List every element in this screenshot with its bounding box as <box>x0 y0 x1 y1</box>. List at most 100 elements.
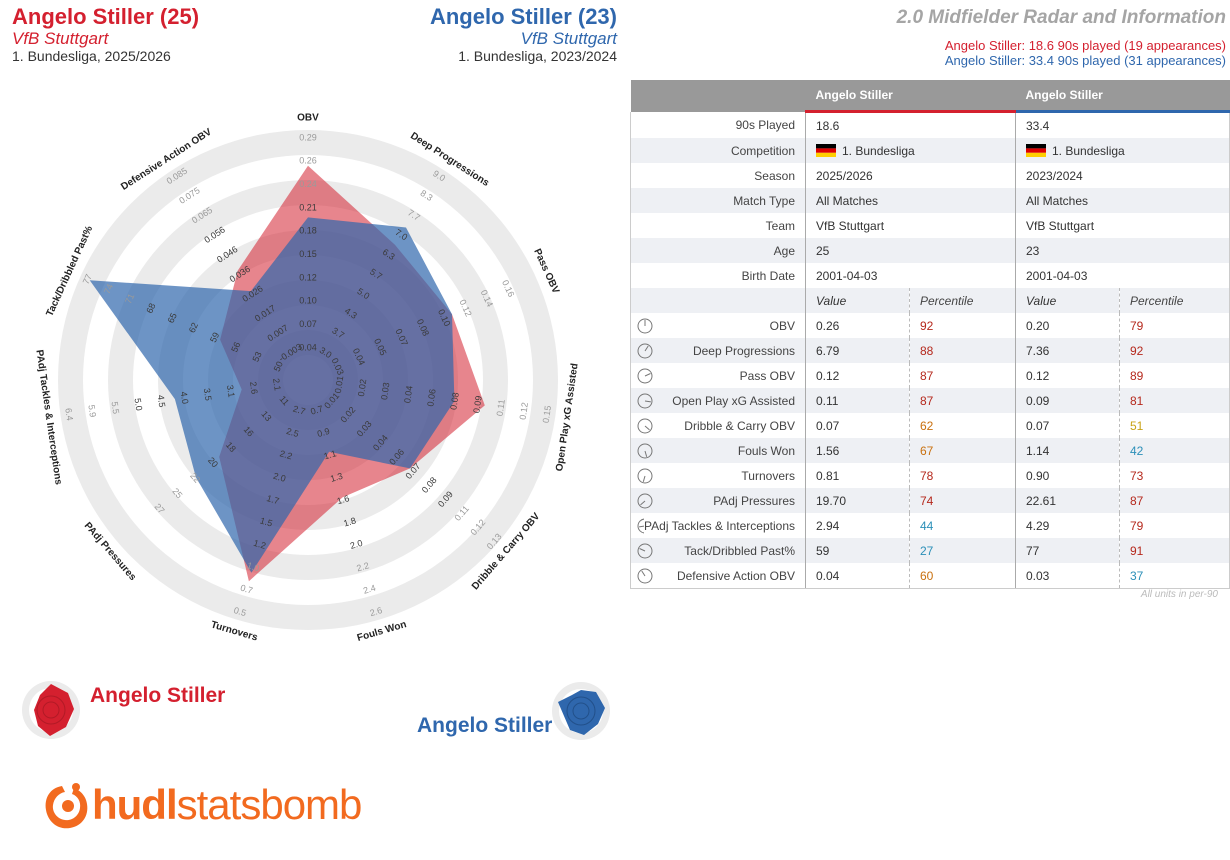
metric-label: Deep Progressions <box>693 344 805 358</box>
radar-tick-label: 6.4 <box>63 407 75 421</box>
player1-metric-value: 1.56 <box>806 438 910 463</box>
player1-value-text: 2001-04-03 <box>816 269 877 283</box>
player2-metric-percentile: 79 <box>1120 313 1230 338</box>
table-header-row: Angelo Stiller Angelo Stiller <box>631 80 1230 112</box>
player1-metric-value: 6.79 <box>806 338 910 363</box>
player2-metric-percentile: 51 <box>1120 413 1230 438</box>
radar-tick-label: 0.07 <box>299 319 317 329</box>
player1-metric-percentile: 60 <box>910 563 1016 589</box>
player2-metric-value: 7.36 <box>1016 338 1120 363</box>
player2-metric-percentile: 91 <box>1120 538 1230 563</box>
player1-radar-icon <box>20 679 82 741</box>
player1-value-text: All Matches <box>816 194 878 208</box>
metric-label-cell: PAdj Pressures <box>631 488 806 513</box>
table-subheader-row: Value Percentile Value Percentile <box>631 288 1230 313</box>
metric-label: OBV <box>770 319 805 333</box>
units-footnote: All units in per-90 <box>1141 589 1218 600</box>
player2-title: Angelo Stiller (23) <box>430 4 617 30</box>
radar-tick-label: 2.6 <box>248 381 260 395</box>
radar-tick-label: 4.0 <box>179 391 191 405</box>
table-row: Competition 1. Bundesliga 1. Bundesliga <box>631 138 1230 163</box>
player1-value-text: VfB Stuttgart <box>816 219 884 233</box>
metric-gauge-icon <box>637 443 653 459</box>
radar-tick-label: 0.18 <box>299 226 317 236</box>
legend-player1-label: Angelo Stiller <box>90 684 225 708</box>
subheader-value-p1: Value <box>806 288 910 313</box>
radar-tick-label: 0.12 <box>299 272 317 282</box>
metric-row: PAdj Tackles & Interceptions 2.94 44 4.29 79 <box>631 513 1230 538</box>
metric-label-cell: Pass OBV <box>631 363 806 388</box>
table-row: Age 25 23 <box>631 238 1230 263</box>
player1-played-summary: Angelo Stiller: 18.6 90s played (19 appe… <box>945 38 1226 53</box>
player1-metric-percentile: 92 <box>910 313 1016 338</box>
brand-logo-statsbomb: statsbomb <box>177 781 362 828</box>
metric-row: Deep Progressions 6.79 88 7.36 92 <box>631 338 1230 363</box>
player1-metric-value: 0.26 <box>806 313 910 338</box>
metric-gauge-icon <box>637 418 653 434</box>
radar-tick-label: 0.24 <box>299 179 317 189</box>
player2-metric-value: 0.09 <box>1016 388 1120 413</box>
metric-label-cell: Fouls Won <box>631 438 806 463</box>
player2-metric-value: 0.07 <box>1016 413 1120 438</box>
metric-gauge-icon <box>637 518 644 534</box>
player1-team: VfB Stuttgart <box>12 29 108 49</box>
metric-row: PAdj Pressures 19.70 74 22.61 87 <box>631 488 1230 513</box>
metric-label: Turnovers <box>741 469 805 483</box>
player2-value-text: 1. Bundesliga <box>1052 144 1125 158</box>
player2-value: All Matches <box>1016 188 1230 213</box>
player1-metric-percentile: 87 <box>910 363 1016 388</box>
metric-gauge-icon <box>637 368 653 384</box>
player1-metric-percentile: 78 <box>910 463 1016 488</box>
player1-metric-value: 19.70 <box>806 488 910 513</box>
metric-row: Turnovers 0.81 78 0.90 73 <box>631 463 1230 488</box>
metric-label: Tack/Dribbled Past% <box>684 544 805 558</box>
header-spacer <box>631 80 806 112</box>
metric-label: Open Play xG Assisted <box>672 394 805 408</box>
player2-metric-value: 22.61 <box>1016 488 1120 513</box>
player1-metric-percentile: 27 <box>910 538 1016 563</box>
player1-value-text: 1. Bundesliga <box>842 144 915 158</box>
player1-metric-value: 0.07 <box>806 413 910 438</box>
player1-metric-value: 59 <box>806 538 910 563</box>
radar-tick-label: 0.10 <box>299 296 317 306</box>
player2-value: 2001-04-03 <box>1016 263 1230 288</box>
player2-value-text: 2001-04-03 <box>1026 269 1087 283</box>
player2-value-text: 33.4 <box>1026 119 1049 133</box>
radar-axis-label: Open Play xG Assisted <box>554 363 580 473</box>
metric-row: OBV 0.26 92 0.20 79 <box>631 313 1230 338</box>
metric-label: Dribble & Carry OBV <box>684 419 805 433</box>
player2-value: 2023/2024 <box>1016 163 1230 188</box>
player2-metric-value: 0.90 <box>1016 463 1120 488</box>
player1-metric-value: 2.94 <box>806 513 910 538</box>
player1-value: 2001-04-03 <box>806 263 1016 288</box>
metric-gauge-icon <box>637 393 653 409</box>
player2-value-text: 2023/2024 <box>1026 169 1083 183</box>
player2-played-summary: Angelo Stiller: 33.4 90s played (31 appe… <box>945 53 1226 68</box>
table-row: Team VfB Stuttgart VfB Stuttgart <box>631 213 1230 238</box>
player2-metric-value: 4.29 <box>1016 513 1120 538</box>
subheader-percentile-p2: Percentile <box>1120 288 1230 313</box>
row-label: Season <box>631 163 806 188</box>
row-label: 90s Played <box>631 112 806 139</box>
table-row: Season 2025/2026 2023/2024 <box>631 163 1230 188</box>
table-row: Birth Date 2001-04-03 2001-04-03 <box>631 263 1230 288</box>
metric-label: Pass OBV <box>740 369 805 383</box>
player2-metric-value: 0.12 <box>1016 363 1120 388</box>
player2-value-text: VfB Stuttgart <box>1026 219 1094 233</box>
player1-metric-value: 0.12 <box>806 363 910 388</box>
player1-metric-value: 0.04 <box>806 563 910 589</box>
radar-tick-label: 3.1 <box>225 384 237 398</box>
subheader-spacer <box>631 288 806 313</box>
player2-metric-value: 0.03 <box>1016 563 1120 589</box>
player1-title: Angelo Stiller (25) <box>12 4 199 30</box>
row-label: Age <box>631 238 806 263</box>
player1-value: 1. Bundesliga <box>806 138 1016 163</box>
player1-value: 18.6 <box>806 112 1016 139</box>
radar-tick-label: 5.0 <box>133 398 145 412</box>
metric-label: Defensive Action OBV <box>677 569 805 583</box>
radar-tick-label: 0.26 <box>299 156 317 166</box>
player2-value: VfB Stuttgart <box>1016 213 1230 238</box>
metric-row: Open Play xG Assisted 0.11 87 0.09 81 <box>631 388 1230 413</box>
radar-tick-label: 5.5 <box>109 401 121 415</box>
player2-metric-percentile: 89 <box>1120 363 1230 388</box>
